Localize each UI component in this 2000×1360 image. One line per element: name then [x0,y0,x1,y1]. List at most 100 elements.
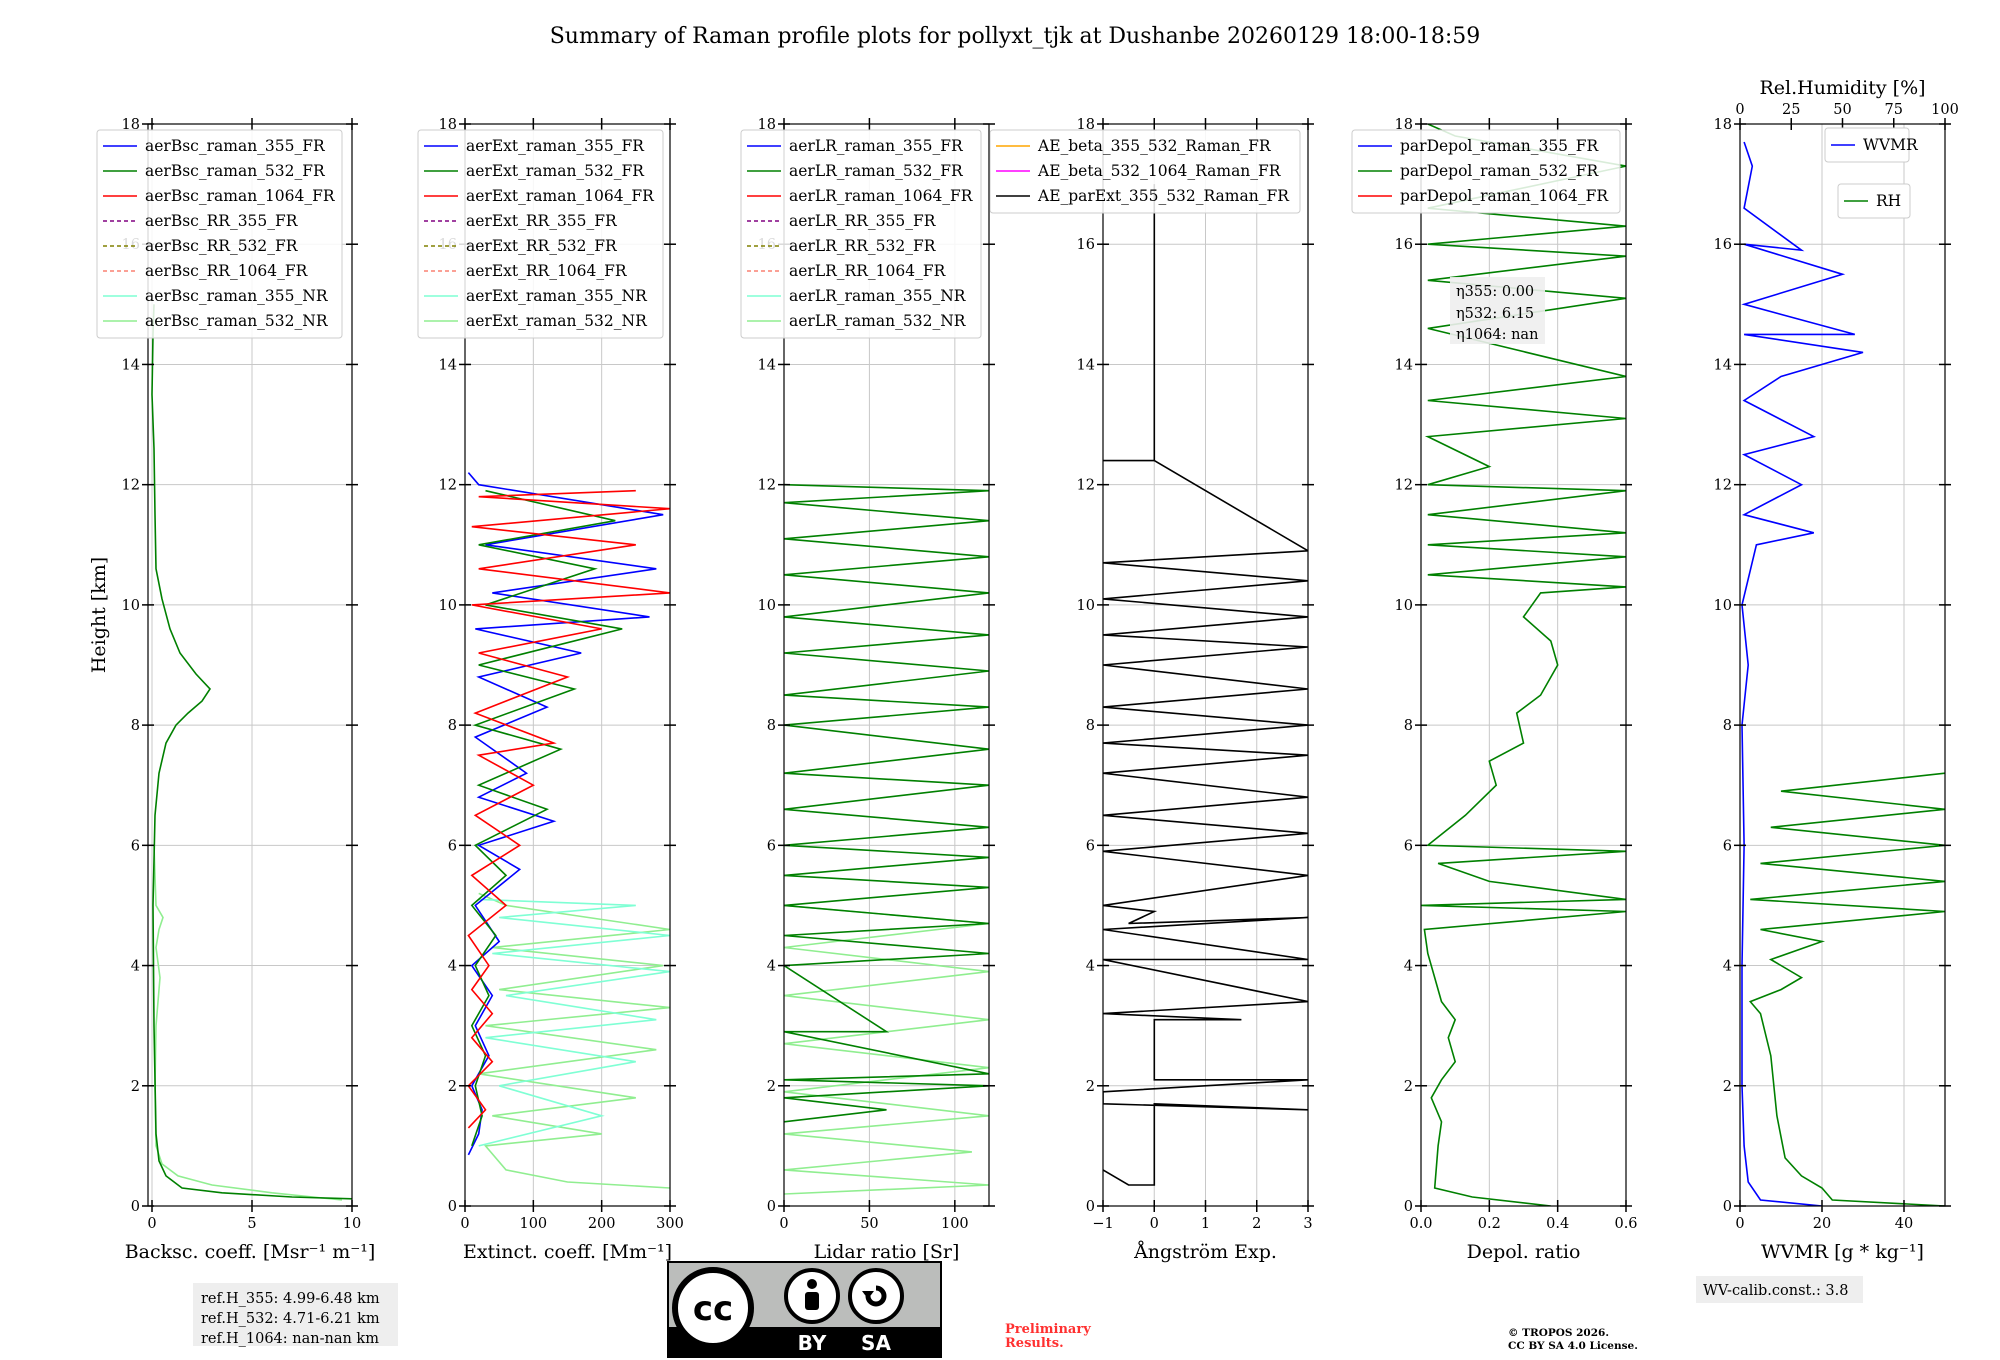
panel-bsc: 0246810121416180510Backsc. coeff. [Msr⁻¹… [96,117,375,1263]
y-tick-label: 10 [758,598,776,614]
y-tick-label: 12 [1395,478,1413,494]
legend-label: AE_parExt_355_532_Raman_FR [1037,187,1290,205]
y-tick-label: 0 [448,1199,457,1215]
x-tick-label: 0.4 [1546,1216,1569,1232]
eta-355: η355: 0.00 [1456,284,1534,300]
top-x-tick-label: 25 [1782,102,1800,118]
axes-frame [1420,123,1627,1207]
x-tick-label: 2 [1252,1216,1261,1232]
legend-label: aerLR_RR_355_FR [789,212,937,230]
y-tick-label: 6 [767,838,776,854]
y-tick-label: 6 [1086,838,1095,854]
x-tick-label: 0.2 [1478,1216,1501,1232]
x-axis-label: WVMR [g * kg⁻¹] [1761,1241,1924,1263]
series-RH [1748,772,1945,1206]
legend-label: aerLR_raman_1064_FR [789,187,974,205]
y-tick-label: 8 [1086,718,1095,734]
ref-height-box: ref.H_355: 4.99-6.48 km ref.H_532: 4.71-… [193,1283,398,1347]
panel-depol: 0 2 4 6 8 10 12 14 16 18 0.0 0.2 0.4 0.6 Depol. ratio p… [1351,117,1638,1263]
svg-text:BY: BY [798,1331,827,1355]
copyright-line-2: CC BY SA 4.0 License. [1508,1340,1638,1352]
eta-1064: η1064: nan [1456,327,1538,343]
y-tick-label: 4 [1404,959,1413,975]
x-tick-label: 100 [519,1216,547,1232]
y-tick-label: 14 [122,357,140,373]
legend-label: parDepol_raman_532_FR [1400,162,1600,180]
ref-line-1064: ref.H_1064: nan-nan km [201,1331,379,1347]
y-tick-label: 18 [1395,117,1413,133]
y-tick-label: 2 [131,1079,140,1095]
y-tick-label: 2 [448,1079,457,1095]
legend-label: aerExt_raman_355_FR [466,137,645,155]
series-aerExt_raman_532_NR [478,892,670,1189]
legend-label: aerBsc_raman_355_NR [145,287,329,305]
y-tick-label: 18 [439,117,457,133]
legend-label: aerLR_raman_355_FR [789,137,964,155]
legend-label: aerBsc_raman_355_FR [145,137,326,155]
y-tick-label: 0 [767,1199,776,1215]
legend-box [1824,127,1910,163]
y-tick-label: 10 [1395,598,1413,614]
panel-ext: 0246810121416180100200300Extinct. coeff.… [417,117,684,1263]
y-tick-label: 10 [439,598,457,614]
y-tick-label: 4 [767,959,776,975]
legend-label: aerExt_RR_532_FR [466,237,618,255]
top-x-axis-label: Rel.Humidity [%] [1759,77,1925,99]
y-tick-label: 12 [1714,478,1732,494]
legend-label: aerLR_raman_355_NR [789,287,967,305]
y-tick-label: 4 [131,959,140,975]
legend-box [96,129,343,339]
y-tick-label: 6 [1723,838,1732,854]
y-tick-label: 8 [1723,718,1732,734]
figure-title: Summary of Raman profile plots for polly… [550,24,1481,49]
legend-label: aerExt_RR_1064_FR [466,262,628,280]
top-x-tick-label: 75 [1885,102,1903,118]
y-tick-label: 12 [439,478,457,494]
series-WVMR [1741,141,1864,1206]
y-tick-label: 6 [131,838,140,854]
y-axis-label: Height [km] [88,557,110,673]
results-label: Results. [1005,1336,1064,1351]
y-tick-label: 16 [1395,237,1413,253]
legend-label: parDepol_raman_355_FR [1400,137,1600,155]
y-tick-label: 0 [1723,1199,1732,1215]
wv-calib-box: WV-calib.const.: 3.8 [1696,1276,1863,1303]
legend-label: aerExt_raman_355_NR [466,287,648,305]
legend-label: aerExt_raman_532_NR [466,312,648,330]
x-tick-label: 0 [1735,1216,1744,1232]
y-tick-label: 12 [758,478,776,494]
x-axis-label: Depol. ratio [1467,1241,1581,1263]
legend-box [417,129,664,339]
legend-label: aerBsc_raman_532_FR [145,162,326,180]
y-tick-label: 0 [131,1199,140,1215]
series-aerExt_raman_355_NR [478,898,670,1147]
wv-calib-text: WV-calib.const.: 3.8 [1703,1283,1849,1299]
y-tick-label: 8 [448,718,457,734]
x-axis-label: Extinct. coeff. [Mm⁻¹] [463,1241,672,1263]
legend-box [740,129,982,339]
x-tick-label: 10 [343,1216,361,1232]
y-tick-label: 14 [1077,357,1095,373]
x-tick-label: 0 [1150,1216,1159,1232]
y-tick-label: 16 [1077,237,1095,253]
cc-icon [672,1267,754,1349]
y-tick-label: 18 [122,117,140,133]
y-tick-label: 14 [439,357,457,373]
y-tick-label: 6 [448,838,457,854]
x-tick-label: 200 [588,1216,616,1232]
ref-line-532: ref.H_532: 4.71-6.21 km [201,1311,380,1327]
legend-box [1351,129,1621,214]
y-tick-label: 4 [448,959,457,975]
series-aerExt_raman_355_FR [467,472,664,1156]
y-tick-label: 4 [1723,959,1732,975]
legend-label: aerBsc_raman_532_NR [145,312,329,330]
axes-frame [1739,123,1946,1207]
legend-label: aerExt_raman_532_FR [466,162,645,180]
x-tick-label: 0 [460,1216,469,1232]
y-tick-label: 12 [122,478,140,494]
series-aerLR_raman_532_FR [784,483,989,1123]
x-tick-label: 0.0 [1409,1216,1432,1232]
preliminary-label: Preliminary [1005,1322,1091,1337]
